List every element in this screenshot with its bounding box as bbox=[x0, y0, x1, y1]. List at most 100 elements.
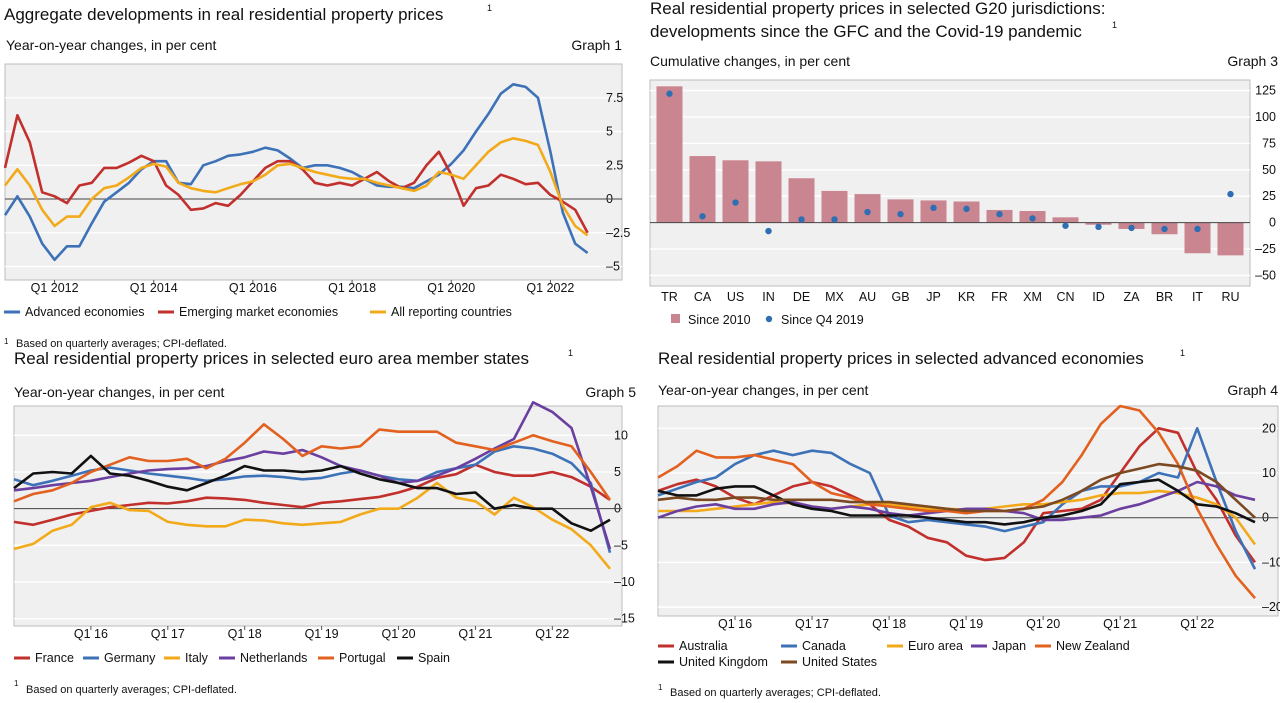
graph4-label: Graph 4 bbox=[1227, 382, 1278, 398]
graph3-category-label: IT bbox=[1192, 290, 1203, 304]
legend-label: Germany bbox=[104, 651, 156, 665]
graph4: Real residential property prices in sele… bbox=[657, 348, 1280, 699]
graph1-ytick-label: –5 bbox=[606, 260, 620, 274]
dot-br bbox=[1161, 225, 1168, 233]
graph4-ytick-label: –20 bbox=[1262, 600, 1280, 614]
graph4-footnote-mark: 1 bbox=[658, 683, 663, 692]
graph1-plot: 7.552.50–2.5–5Q1 2012 Q1 2014 Q1 2016 Q1 20… bbox=[3, 63, 630, 319]
graph3-ytick-label: –50 bbox=[1255, 268, 1276, 282]
graph4-xtick-label: Q1 18 bbox=[872, 617, 906, 631]
legend-label: New Zealand bbox=[1056, 639, 1130, 653]
graph4-xtick-label: Q1 22 bbox=[1180, 617, 1214, 631]
graph5-ytick-label: –10 bbox=[614, 575, 635, 589]
graph1-xtick-label: Q1 2016 bbox=[229, 281, 277, 295]
graph1-xtick-label: Q1 2020 bbox=[427, 281, 475, 295]
graph3-category-label: GB bbox=[891, 290, 909, 304]
legend-swatch bbox=[671, 314, 680, 323]
dot-jp bbox=[930, 204, 937, 212]
dot-kr bbox=[963, 205, 970, 213]
graph4-xtick-label: Q1 16 bbox=[718, 617, 752, 631]
graph3-category-label: JP bbox=[926, 290, 941, 304]
graph5-xtick-label: Q1 20 bbox=[381, 627, 415, 641]
graph4-title: Real residential property prices in sele… bbox=[658, 349, 1144, 368]
graph4-title-sup: 1 bbox=[1180, 348, 1185, 358]
graph5: Real residential property prices in sele… bbox=[13, 348, 636, 696]
graph5-ytick-label: –15 bbox=[614, 612, 635, 626]
series-line-united-states bbox=[657, 462, 1256, 519]
graph5-footnote-mark: 1 bbox=[14, 679, 19, 688]
dot-au bbox=[864, 208, 871, 216]
graph3-ytick-label: 100 bbox=[1255, 110, 1276, 124]
graph3-ytick-label: 25 bbox=[1262, 189, 1276, 203]
dot-it bbox=[1194, 225, 1201, 233]
legend-label: Canada bbox=[802, 639, 846, 653]
bar-ca bbox=[689, 156, 716, 223]
graph3-category-label: DE bbox=[793, 290, 810, 304]
legend-label: Emerging market economies bbox=[179, 305, 338, 319]
graph4-xtick-label: Q1 20 bbox=[1026, 617, 1060, 631]
bar-tr bbox=[656, 86, 683, 223]
graph3-plot: 125 100 75 50 25 0 –25 –50 TR CA US IN DE MX AU GB JP KR F… bbox=[649, 79, 1276, 327]
graph5-ytick-label: –5 bbox=[614, 538, 628, 552]
legend-label: Italy bbox=[185, 651, 209, 665]
graph4-xtick-label: Q1 17 bbox=[795, 617, 829, 631]
legend-swatch bbox=[765, 315, 773, 323]
graph5-xtick-label: Q1 16 bbox=[74, 627, 108, 641]
graph3-category-label: KR bbox=[958, 290, 975, 304]
legend-label: Portugal bbox=[339, 651, 386, 665]
graph3-title-sup: 1 bbox=[1112, 20, 1117, 30]
graph3-ytick-label: 75 bbox=[1262, 136, 1276, 150]
graph4-xtick-label: Q1 21 bbox=[1103, 617, 1137, 631]
graph3-category-label: MX bbox=[825, 290, 844, 304]
graph4-xtick-label: Q1 19 bbox=[949, 617, 983, 631]
graph1-footnote-mark: 1 bbox=[4, 337, 9, 346]
series-line-france bbox=[13, 463, 611, 527]
graph1-title-sup: 1 bbox=[487, 3, 492, 13]
legend-label: Since Q4 2019 bbox=[781, 313, 864, 327]
bar-us bbox=[722, 160, 749, 223]
dot-de bbox=[798, 216, 805, 223]
legend-label: United States bbox=[802, 655, 877, 669]
graph3-category-label: CA bbox=[694, 290, 712, 304]
series-line-united-kingdom bbox=[657, 478, 1256, 526]
graph1-footnote: Based on quarterly averages; CPI-deflate… bbox=[16, 338, 227, 350]
graph1: Aggregate developments in real residenti… bbox=[3, 3, 630, 350]
graph3-ytick-label: 125 bbox=[1255, 84, 1276, 98]
graph4-ytick-label: 20 bbox=[1262, 421, 1276, 435]
series-line-germany bbox=[13, 445, 612, 554]
graph1-label: Graph 1 bbox=[571, 37, 622, 53]
dot-tr bbox=[666, 90, 673, 97]
dot-za bbox=[1128, 224, 1135, 232]
graph5-xtick-label: Q1 22 bbox=[535, 627, 569, 641]
series-line-advanced-economies bbox=[3, 83, 589, 262]
legend-label: Spain bbox=[418, 651, 450, 665]
graph4-ytick-label: –10 bbox=[1262, 555, 1280, 569]
bar-in bbox=[755, 161, 782, 223]
legend-label: Since 2010 bbox=[688, 313, 751, 327]
graph3-category-label: BR bbox=[1156, 290, 1173, 304]
dot-ru bbox=[1227, 190, 1234, 198]
graph1-xtick-label: Q1 2014 bbox=[130, 281, 178, 295]
graph5-xtick-label: Q1 17 bbox=[151, 627, 185, 641]
graph1-title: Aggregate developments in real residenti… bbox=[4, 5, 443, 24]
graph3-title-line1: Real residential property prices in sele… bbox=[650, 0, 1105, 18]
graph1-xtick-label: Q1 2018 bbox=[328, 281, 376, 295]
series-line-canada bbox=[657, 427, 1257, 570]
graph3-ytick-label: 0 bbox=[1269, 216, 1276, 230]
legend-label: Australia bbox=[679, 639, 728, 653]
series-line-netherlands bbox=[13, 401, 612, 550]
graph3-title-line2: developments since the GFC and the Covid… bbox=[650, 22, 1082, 41]
graph3-label: Graph 3 bbox=[1227, 53, 1278, 69]
bar-cn bbox=[1052, 217, 1079, 223]
graph1-xtick-label: Q1 2012 bbox=[31, 281, 79, 295]
dot-fr bbox=[996, 210, 1003, 218]
bar-de bbox=[788, 178, 815, 223]
legend-label: United Kingdom bbox=[679, 655, 768, 669]
graph5-xtick-label: Q1 21 bbox=[458, 627, 492, 641]
graph5-subtitle: Year-on-year changes, in per cent bbox=[14, 384, 225, 400]
dot-in bbox=[765, 227, 772, 235]
graph1-subtitle: Year-on-year changes, in per cent bbox=[6, 37, 217, 53]
graph5-label: Graph 5 bbox=[585, 384, 636, 400]
